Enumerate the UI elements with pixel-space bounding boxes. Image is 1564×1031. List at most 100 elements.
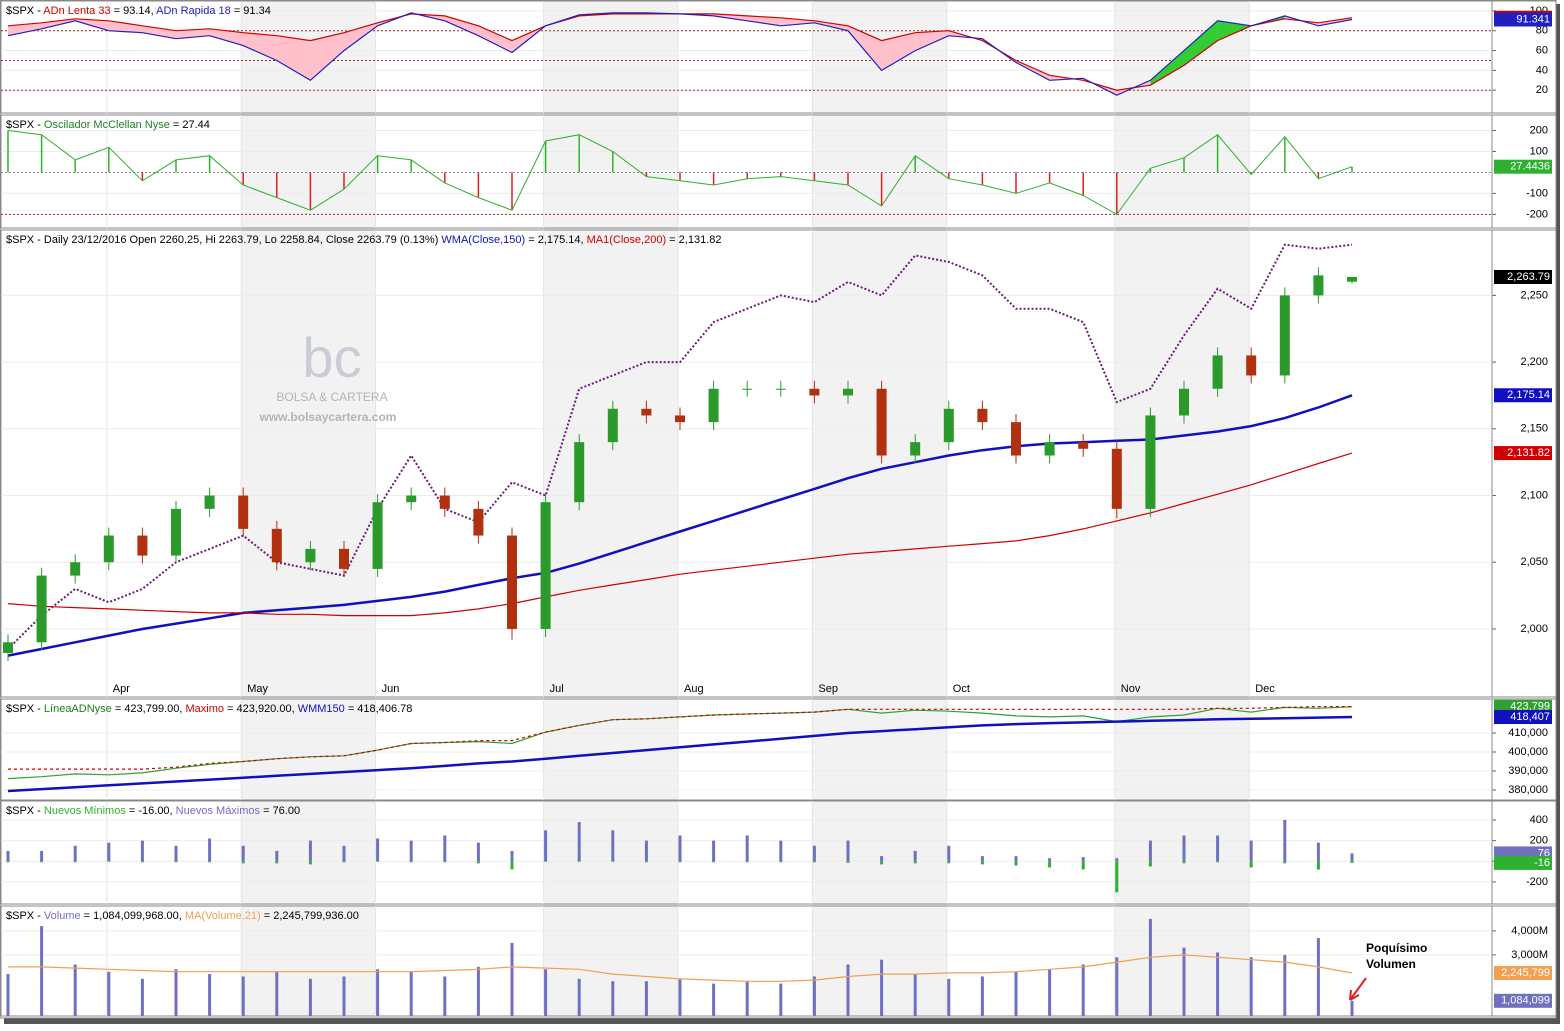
bar [6, 974, 10, 1016]
candle-body [238, 495, 249, 529]
bar [308, 840, 312, 862]
bar [342, 861, 346, 863]
panel-title: $SPX - Nuevos Mínimos = -16.00, Nuevos M… [6, 805, 300, 817]
cross-fill [310, 32, 344, 81]
value-label: 1,084,099 [1501, 995, 1550, 1007]
series-line [7, 243, 1353, 650]
title-part: = 27.44 [170, 119, 210, 131]
bar [409, 840, 413, 862]
candle-body [36, 575, 47, 643]
title-part: WMM150 [298, 703, 345, 715]
candle-body [742, 388, 753, 390]
title-part: MA(Volume,21) [185, 910, 261, 922]
bar [140, 840, 144, 862]
bar [140, 861, 144, 863]
bar [241, 976, 245, 1016]
bar [376, 861, 380, 862]
cross-fill [780, 17, 815, 26]
value-label: 2,245,799 [1501, 967, 1550, 979]
bar [376, 838, 380, 862]
candle-body [607, 408, 618, 443]
title-part: $SPX - [6, 119, 44, 131]
bar [577, 861, 581, 862]
bar [476, 966, 480, 1016]
candle-body [70, 562, 81, 576]
bar [1283, 954, 1287, 1016]
bar [611, 830, 615, 862]
candle-body [1078, 442, 1089, 449]
cross-fill [142, 25, 176, 39]
series-line [7, 452, 1353, 617]
annotation: Poquísimo [1366, 941, 1427, 955]
bar [241, 845, 245, 862]
candle-body [507, 535, 517, 629]
title-part: ADn Lenta 33 [43, 5, 110, 17]
month-band [812, 1, 947, 1016]
y-tick-label: 410,000 [1508, 727, 1548, 739]
osc-line [7, 130, 1353, 216]
candle-body [1212, 355, 1223, 389]
y-tick-label: 200 [1530, 124, 1548, 136]
x-tick-label: Nov [1121, 683, 1141, 695]
value-box [1494, 159, 1552, 174]
bar [241, 861, 245, 864]
bar [846, 964, 850, 1016]
bar [1081, 964, 1085, 1016]
bar [6, 850, 10, 862]
panel-title: $SPX - LíneaADNyse = 423,799.00, Maximo … [6, 703, 412, 715]
bar [140, 978, 144, 1016]
bar [1249, 861, 1253, 868]
candle-body [843, 388, 853, 396]
candle-body [1279, 295, 1290, 376]
value-box [1494, 710, 1552, 725]
title-part: Oscilador McClellan Nyse [44, 119, 170, 131]
y-tick-label: 2,000 [1520, 623, 1548, 635]
candle-body [103, 535, 114, 563]
month-band [241, 1, 376, 1016]
value-label: 2,175.14 [1507, 389, 1550, 401]
candle-body [574, 442, 585, 503]
annotation-arrow [1349, 977, 1367, 1001]
y-tick-label: 80 [1536, 25, 1548, 37]
bar [308, 978, 312, 1016]
panel-frame [0, 0, 1557, 114]
bar [712, 983, 716, 1016]
value-label: 2,131.82 [1507, 447, 1550, 459]
value-label: 27.4436 [1510, 161, 1550, 173]
y-tick-label: 20 [1536, 84, 1548, 96]
cross-fill [8, 22, 42, 36]
bar [812, 845, 816, 862]
title-part: $SPX - [6, 5, 43, 17]
y-tick-label: 60 [1536, 44, 1548, 56]
y-tick-label: 2,150 [1520, 423, 1548, 435]
bar [1115, 957, 1119, 1016]
candle-body [305, 548, 316, 563]
bar [1081, 857, 1085, 862]
bar [107, 842, 111, 862]
cross-fill [1150, 50, 1184, 86]
bar [443, 976, 447, 1016]
bar [107, 861, 111, 862]
series-line [7, 715, 1353, 793]
bar [1014, 856, 1018, 862]
bar [1249, 840, 1253, 862]
series-line [7, 12, 1353, 96]
candle-body [809, 388, 820, 396]
title-part: = 76.00 [260, 805, 300, 817]
cross-fill [108, 20, 143, 33]
bar [174, 969, 178, 1016]
panel-frame [0, 905, 1557, 1017]
bar [1182, 861, 1186, 864]
panel-frame [0, 800, 1557, 905]
candle-body [1313, 275, 1324, 296]
bar [174, 861, 178, 863]
bar [913, 974, 917, 1016]
bar [6, 861, 10, 863]
panel-frame [0, 114, 1557, 229]
value-box [1494, 965, 1552, 980]
watermark-logo: bc [302, 326, 361, 389]
title-part: = 93.14, [111, 5, 157, 17]
value-label: 2,263.79 [1507, 271, 1550, 283]
bar [342, 845, 346, 862]
bar [1148, 840, 1152, 862]
